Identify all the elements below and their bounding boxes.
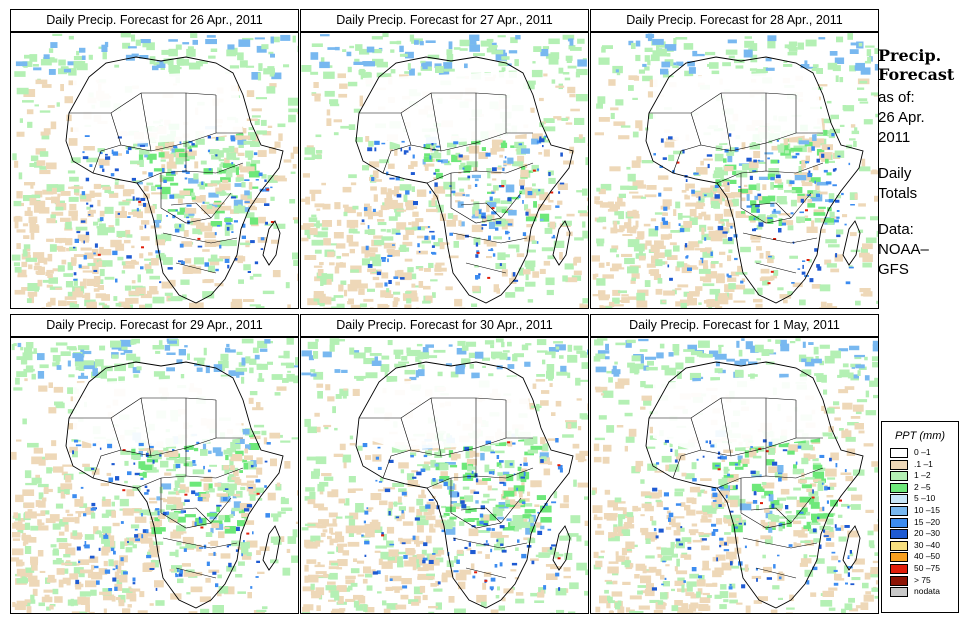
as-of-year: 2011: [878, 129, 911, 146]
precip-map: [10, 32, 299, 309]
data-source-model: GFS: [878, 261, 909, 278]
precip-map: [590, 337, 879, 614]
as-of-day: 26 Apr.: [878, 109, 925, 126]
forecast-panel-1: Daily Precip. Forecast for 26 Apr., 2011: [10, 9, 299, 309]
legend-label: nodata: [914, 586, 940, 597]
precip-map: [590, 32, 879, 309]
as-of-label: as of:: [878, 89, 915, 106]
legend-swatch: [890, 563, 908, 574]
legend-row: 0 –1: [882, 447, 958, 459]
legend-label: 20 –30: [914, 528, 940, 539]
legend-row: .1 –1: [882, 459, 958, 471]
legend-row: > 75: [882, 575, 958, 587]
data-source-org: NOAA–: [878, 241, 929, 258]
legend-row: 15 –20: [882, 517, 958, 529]
totals-note: Daily Totals: [878, 164, 962, 204]
precip-map: [300, 32, 589, 309]
forecast-panel-3: Daily Precip. Forecast for 28 Apr., 2011: [590, 9, 879, 309]
precip-legend: PPT (mm) 0 –1.1 –1 1 –2 2 –5 5 –10 10 –15 15 …: [881, 421, 959, 613]
totals-line-1: Daily: [878, 165, 912, 182]
data-source-label: Data:: [878, 221, 914, 238]
legend-row: 2 –5: [882, 482, 958, 494]
legend-row: nodata: [882, 586, 958, 598]
legend-label: 0 –1: [914, 447, 931, 457]
as-of-date: as of: 26 Apr. 2011: [878, 88, 962, 148]
legend-label: 15 –20: [914, 516, 940, 527]
legend-swatch: [890, 448, 908, 458]
panel-title: Daily Precip. Forecast for 30 Apr., 2011: [300, 314, 589, 337]
data-source: Data: NOAA– GFS: [878, 220, 962, 280]
heading-line-2: Forecast: [878, 65, 955, 84]
forecast-panel-6: Daily Precip. Forecast for 1 May, 2011: [590, 314, 879, 614]
legend-swatch: [890, 471, 908, 482]
legend-label: 40 –50: [914, 551, 940, 562]
precip-map: [10, 337, 299, 614]
legend-label: 10 –15: [914, 504, 940, 515]
legend-swatch: [890, 459, 908, 470]
heading-line-1: Precip.: [878, 46, 942, 65]
legend-swatch: [890, 587, 908, 598]
forecast-panel-5: Daily Precip. Forecast for 30 Apr., 2011: [300, 314, 589, 614]
legend-row: 40 –50: [882, 551, 958, 563]
legend-label: 50 –75: [914, 562, 940, 573]
forecast-panel-4: Daily Precip. Forecast for 29 Apr., 2011: [10, 314, 299, 614]
heading: Precip. Forecast: [878, 46, 962, 84]
precip-map: [300, 337, 589, 614]
legend-label: > 75: [914, 574, 931, 585]
legend-swatch: [890, 540, 908, 551]
panel-title: Daily Precip. Forecast for 29 Apr., 2011: [10, 314, 299, 337]
legend-row: 5 –10: [882, 493, 958, 505]
panel-title: Daily Precip. Forecast for 28 Apr., 2011: [590, 9, 879, 32]
legend-swatch: [890, 552, 908, 563]
legend-label: 5 –10: [914, 493, 936, 504]
legend-swatch: [890, 482, 908, 493]
legend-swatch: [890, 517, 908, 528]
legend-row: 1 –2: [882, 470, 958, 482]
legend-label: 2 –5: [914, 481, 931, 492]
forecast-info: Precip. Forecast as of: 26 Apr. 2011 Dai…: [878, 46, 962, 280]
panel-title: Daily Precip. Forecast for 27 Apr., 2011: [300, 9, 589, 32]
legend-row: 10 –15: [882, 505, 958, 517]
legend-swatch: [890, 575, 908, 586]
legend-title: PPT (mm): [894, 430, 946, 442]
legend-label: 30 –40: [914, 539, 940, 550]
legend-row: 30 –40: [882, 540, 958, 552]
panel-title: Daily Precip. Forecast for 1 May, 2011: [590, 314, 879, 337]
legend-row: 50 –75: [882, 563, 958, 575]
panel-title: Daily Precip. Forecast for 26 Apr., 2011: [10, 9, 299, 32]
legend-label: .1 –1: [914, 458, 933, 469]
legend-label: 1 –2: [914, 470, 931, 481]
legend-swatch: [890, 494, 908, 505]
legend-rows: 0 –1.1 –1 1 –2 2 –5 5 –10 10 –15 15 –20 20 –30…: [882, 447, 958, 598]
totals-line-2: Totals: [878, 185, 918, 202]
legend-row: 20 –30: [882, 528, 958, 540]
forecast-panel-2: Daily Precip. Forecast for 27 Apr., 2011: [300, 9, 589, 309]
legend-swatch: [890, 505, 908, 516]
legend-swatch: [890, 529, 908, 540]
